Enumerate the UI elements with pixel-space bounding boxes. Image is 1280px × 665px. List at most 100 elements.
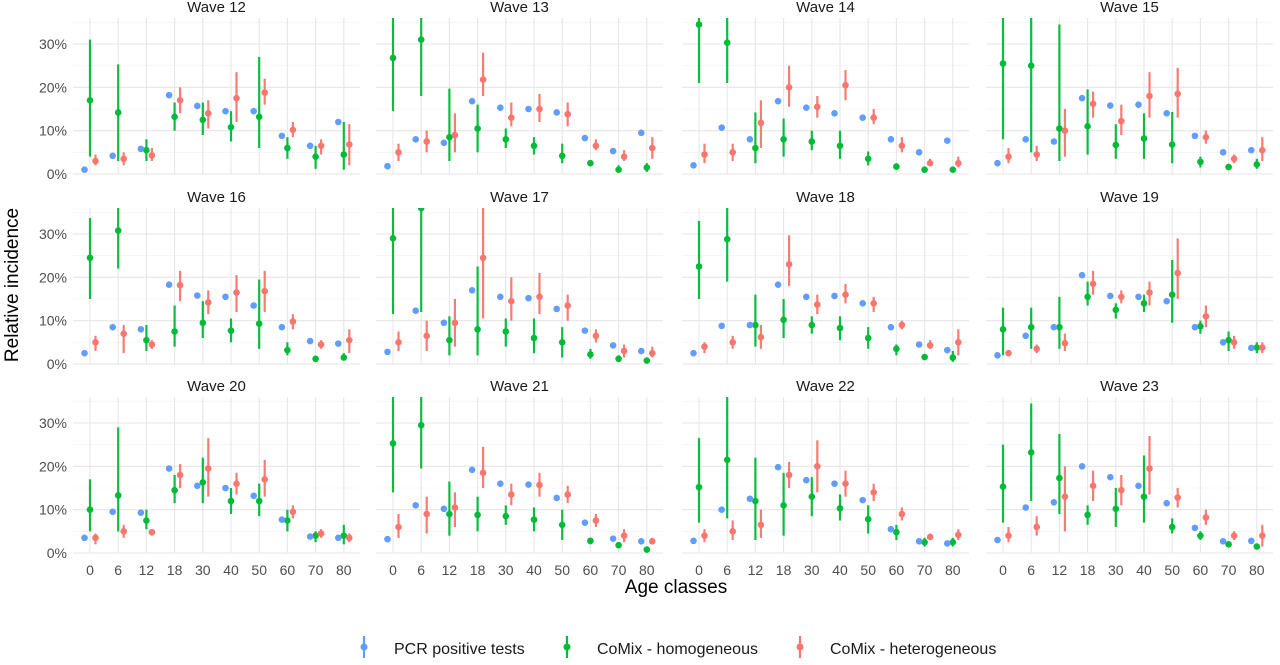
hom-point [1253, 344, 1261, 351]
hom-point [312, 153, 319, 160]
pcr-point [581, 134, 589, 142]
hom-point [1112, 505, 1120, 513]
het-point [205, 465, 212, 472]
hom-point [171, 486, 178, 494]
x-tick-label: 6 [114, 562, 122, 578]
het-point [233, 480, 240, 487]
legend-key-point [563, 643, 571, 651]
pcr-point [994, 159, 1001, 167]
hom-point [1225, 336, 1232, 344]
het-point [346, 141, 353, 148]
pcr-point [222, 293, 229, 301]
hom-point [864, 334, 872, 342]
het-point [92, 157, 99, 165]
hom-point [864, 155, 872, 163]
hom-point [143, 336, 150, 344]
hom-point [893, 163, 900, 170]
pcr-point [1248, 146, 1255, 154]
pcr-point [746, 321, 754, 329]
het-point [870, 489, 877, 496]
het-point [508, 114, 515, 121]
pcr-point [915, 341, 923, 348]
het-point [205, 299, 212, 306]
het-point [1202, 313, 1210, 320]
het-point [120, 528, 127, 535]
pcr-point [553, 305, 560, 313]
hom-point [999, 60, 1007, 67]
het-point [1118, 117, 1125, 125]
het-point [785, 471, 793, 479]
het-point [729, 528, 736, 535]
hom-point [417, 208, 425, 212]
hom-point [474, 511, 481, 519]
het-point [785, 261, 793, 268]
het-point [1118, 293, 1125, 301]
het-point [785, 84, 793, 91]
pcr-point [944, 346, 951, 354]
pcr-point [137, 509, 145, 516]
legend-item-pcr: PCR positive tests [360, 636, 525, 658]
het-point [1005, 153, 1012, 160]
pcr-point [1248, 344, 1255, 352]
het-point [233, 289, 240, 296]
pcr-point [306, 533, 314, 540]
y-tick-label: 20% [39, 79, 67, 95]
pcr-point [1022, 504, 1029, 511]
pcr-point [497, 293, 504, 301]
pcr-point [81, 534, 88, 542]
het-point [261, 476, 269, 483]
het-point [729, 149, 736, 156]
pcr-point [1050, 138, 1058, 145]
het-point [395, 339, 402, 346]
pcr-point [994, 352, 1001, 359]
hom-point [171, 113, 178, 121]
het-point [1174, 90, 1181, 98]
hom-point [340, 151, 348, 158]
het-point [620, 532, 628, 539]
pcr-point [165, 465, 173, 472]
hom-point [312, 532, 319, 539]
hom-point [114, 109, 122, 116]
pcr-point [165, 91, 173, 99]
hom-point [949, 538, 957, 546]
hom-point [921, 353, 928, 361]
hom-point [143, 517, 150, 524]
pcr-point [109, 152, 116, 160]
hom-point [530, 334, 538, 342]
het-point [451, 131, 459, 139]
pcr-point [609, 147, 617, 155]
het-point [317, 142, 325, 150]
hom-point [199, 479, 207, 486]
hom-point [615, 541, 622, 549]
hom-point [446, 336, 453, 344]
hom-point [723, 39, 731, 46]
het-point [649, 144, 656, 152]
het-point [649, 538, 656, 545]
het-point [701, 151, 708, 158]
het-point [564, 110, 571, 118]
x-tick-label: 70 [611, 562, 627, 578]
hom-point [114, 492, 122, 499]
het-point [898, 321, 906, 329]
pcr-point [335, 340, 342, 347]
x-tick-label: 18 [470, 562, 486, 578]
het-point [317, 530, 325, 537]
hom-point [615, 166, 622, 173]
pcr-point [412, 307, 420, 315]
panel-marks [690, 18, 962, 173]
pcr-point [335, 534, 342, 542]
panel-title: Wave 14 [796, 0, 855, 16]
het-point [592, 332, 600, 340]
hom-point [587, 159, 594, 167]
het-point [176, 97, 184, 104]
pcr-point [384, 162, 391, 170]
pcr-point [468, 466, 476, 474]
panel-title: Wave 16 [187, 189, 246, 206]
hom-point [836, 142, 844, 150]
pcr-point [1163, 297, 1170, 305]
pcr-point [718, 124, 725, 131]
hom-point [86, 506, 94, 513]
facet-panel: Wave 23 0 6 12 18 30 40 50 60 70 80 [986, 378, 1273, 578]
het-point [898, 142, 906, 150]
